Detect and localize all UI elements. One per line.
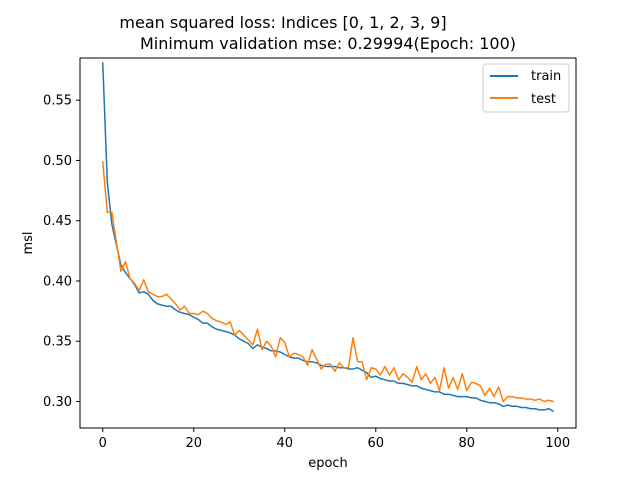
y-axis-ticks: 0.30 0.35 0.40 0.45 0.50 0.55 <box>43 94 80 410</box>
legend: train test <box>482 63 570 113</box>
x-tick-label: 20 <box>185 436 202 451</box>
y-tick-label: 0.30 <box>43 395 72 410</box>
plot-area: 0 20 40 60 80 100 0.30 0.35 0.40 0.45 0.50 0.55 <box>43 57 577 451</box>
chart-title-line-2: Minimum validation mse: 0.29994(Epoch: 1… <box>140 34 516 53</box>
x-tick-label: 0 <box>99 436 107 451</box>
x-tick-label: 100 <box>545 436 570 451</box>
y-tick-label: 0.35 <box>43 335 72 350</box>
legend-test-label: test <box>531 92 556 107</box>
chart-title-line-1: mean squared loss: Indices [0, 1, 2, 3, … <box>119 13 446 32</box>
x-tick-label: 60 <box>368 436 385 451</box>
y-tick-label: 0.45 <box>43 214 72 229</box>
y-axis-label: msl <box>21 231 36 254</box>
series-line-test <box>102 160 554 403</box>
y-tick-label: 0.40 <box>43 274 72 289</box>
series-lines <box>102 62 554 412</box>
x-axis-ticks: 0 20 40 60 80 100 <box>99 428 570 451</box>
x-axis-label: epoch <box>308 456 348 471</box>
series-line-train <box>102 62 554 412</box>
y-tick-label: 0.55 <box>43 94 72 109</box>
y-tick-label: 0.50 <box>43 154 72 169</box>
x-tick-label: 80 <box>459 436 476 451</box>
axes-frame <box>79 57 577 429</box>
legend-train-label: train <box>531 69 561 84</box>
x-tick-label: 40 <box>276 436 293 451</box>
